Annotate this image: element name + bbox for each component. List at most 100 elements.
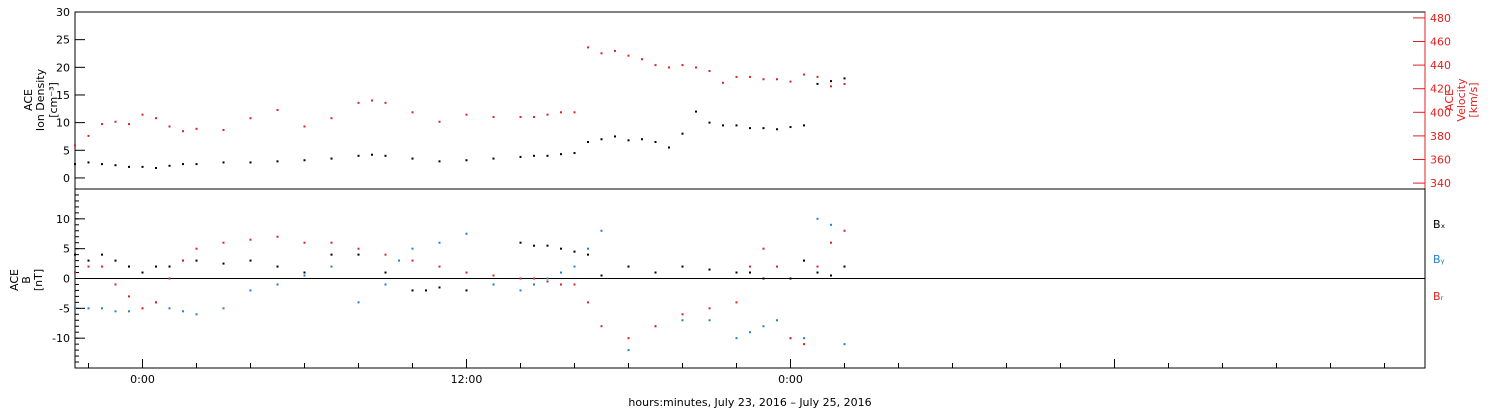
bx-point <box>573 250 576 253</box>
bz-point <box>708 307 711 310</box>
velocity-point <box>830 85 832 88</box>
velocity-point <box>155 117 157 120</box>
bx-point <box>830 274 832 277</box>
legend-bz: Bᵣ <box>1433 290 1444 303</box>
density-tick-label: 10 <box>56 117 70 130</box>
velocity-point <box>492 116 495 119</box>
by-point <box>87 307 90 310</box>
bz-point <box>830 241 832 244</box>
density-point <box>276 160 279 163</box>
bz-point <box>762 247 765 250</box>
by-point <box>182 310 184 313</box>
by-point <box>533 283 535 286</box>
bx-point <box>708 268 711 271</box>
density-point <box>843 77 846 80</box>
density-point <box>749 127 751 130</box>
velocity-point <box>87 134 90 137</box>
density-point <box>357 154 360 157</box>
by-point <box>303 274 306 277</box>
velocity-point <box>465 113 468 116</box>
velocity-point <box>722 81 724 84</box>
legend: Bₓ Bᵧ Bᵣ <box>1433 218 1446 303</box>
bz-point <box>195 247 198 250</box>
density-point <box>708 121 711 124</box>
velocity-point <box>614 49 616 52</box>
velocity-ylabel-line-2: Velocity <box>1455 78 1468 122</box>
field-ylabel-line-2: B <box>20 276 33 284</box>
bx-point <box>141 271 144 274</box>
bz-point <box>222 241 225 244</box>
by-point <box>398 259 400 262</box>
bz-point <box>101 265 103 268</box>
bx-point <box>546 244 549 247</box>
density-ylabel-line-2: Ion Density <box>34 68 47 131</box>
bz-point <box>654 325 657 328</box>
density-point <box>816 82 819 85</box>
velocity-tick-label: 340 <box>1430 177 1451 190</box>
density-point <box>384 154 387 157</box>
bz-point <box>303 241 306 244</box>
by-point <box>681 319 684 322</box>
by-point <box>384 283 387 286</box>
bx-point <box>276 265 279 268</box>
bx-point <box>749 271 751 274</box>
bz-point <box>560 283 562 286</box>
velocity-point <box>519 116 522 119</box>
density-tick-label: 30 <box>56 6 70 19</box>
velocity-point <box>654 64 657 67</box>
by-point <box>222 307 225 310</box>
by-point <box>519 289 522 292</box>
density-velocity-marks <box>74 46 846 169</box>
velocity-point <box>573 111 576 114</box>
by-point <box>776 319 778 322</box>
velocity-point <box>141 113 144 116</box>
velocity-point <box>735 75 738 78</box>
velocity-point <box>533 116 535 119</box>
velocity-point <box>222 129 225 131</box>
by-point <box>492 283 495 286</box>
bz-point <box>155 301 157 304</box>
bx-point <box>330 253 333 256</box>
density-tick-label: 25 <box>56 34 70 47</box>
field-tick-label: -5 <box>59 302 70 315</box>
bx-point <box>411 289 414 292</box>
velocity-point <box>681 64 684 67</box>
bz-point <box>587 301 589 304</box>
bx-point <box>101 253 103 256</box>
velocity-point <box>114 120 117 123</box>
velocity-point <box>843 82 846 85</box>
bz-point <box>749 265 751 268</box>
density-tick-label: 0 <box>63 172 70 185</box>
density-point <box>533 154 535 157</box>
density-point <box>411 157 414 160</box>
density-point <box>627 139 630 142</box>
bx-point <box>789 277 792 280</box>
velocity-point <box>803 73 805 76</box>
x-tick-label: 0:00 <box>130 373 155 386</box>
density-point <box>195 163 198 166</box>
density-point <box>141 165 144 168</box>
bx-point <box>843 265 846 268</box>
bx-point <box>627 265 630 268</box>
velocity-point <box>357 101 360 104</box>
density-point <box>168 164 171 167</box>
bz-point <box>735 301 738 304</box>
by-point <box>357 301 360 304</box>
bz-point <box>411 259 414 262</box>
field-ylabel-line-1: ACE <box>8 269 21 291</box>
velocity-point <box>276 108 279 111</box>
velocity-tick-label: 440 <box>1430 59 1451 72</box>
field-tick-label: 10 <box>56 213 70 226</box>
bx-point <box>762 277 765 280</box>
velocity-tick-label: 400 <box>1430 106 1451 119</box>
field-tick-label: -10 <box>52 332 70 345</box>
bx-point <box>681 265 684 268</box>
bz-point <box>816 265 819 268</box>
velocity-axis-ticks: 340 360 380 400 420 440 460 480 <box>1413 12 1451 190</box>
bx-point <box>87 259 90 262</box>
velocity-point <box>195 127 198 130</box>
density-point <box>587 140 589 143</box>
velocity-tick-label: 480 <box>1430 12 1451 25</box>
by-point <box>560 271 562 274</box>
density-point <box>128 165 130 168</box>
